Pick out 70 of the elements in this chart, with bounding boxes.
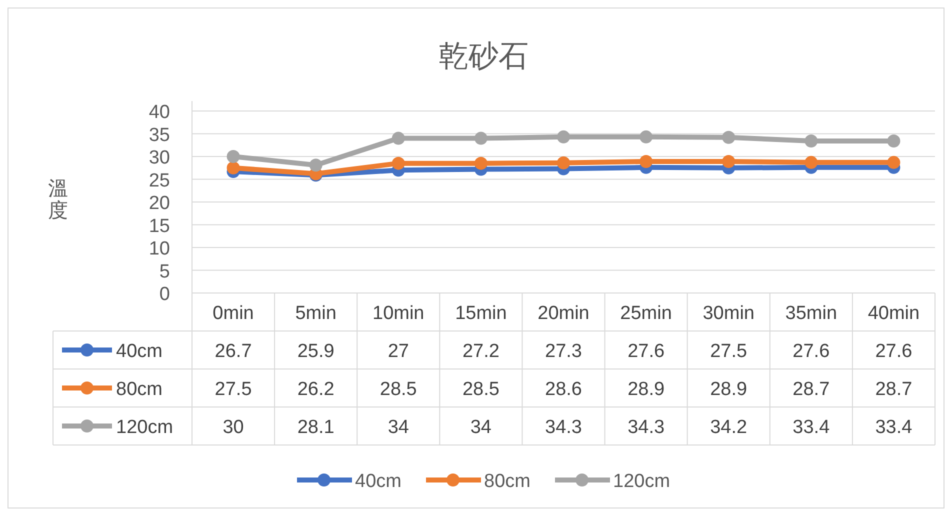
point	[309, 158, 322, 172]
x-tick-label: 20min	[538, 303, 590, 324]
data-label: 28.9	[628, 379, 665, 400]
data-label: 27.5	[214, 379, 252, 400]
data-label: 28.5	[380, 379, 417, 400]
data-label: 27.6	[792, 341, 830, 362]
point	[722, 130, 736, 144]
y-axis-title: 溫度	[48, 178, 68, 222]
data-label: 27	[388, 341, 409, 362]
legend-label: 40cm	[116, 341, 162, 362]
x-tick-label: 5min	[295, 303, 336, 324]
point	[640, 130, 653, 144]
data-label: 30	[222, 417, 244, 438]
legend-label: 80cm	[116, 379, 162, 400]
point	[392, 156, 405, 170]
data-label: 27.5	[710, 341, 748, 362]
data-label: 27.6	[875, 341, 912, 362]
x-tick-label: 35min	[785, 303, 838, 324]
point	[392, 132, 405, 145]
data-label: 27.6	[628, 341, 665, 362]
point	[887, 134, 900, 148]
data-label: 28.6	[545, 379, 582, 400]
y-tick-label: 35	[148, 124, 170, 146]
x-tick-label: 30min	[702, 303, 754, 324]
y-tick-label: 15	[148, 216, 170, 237]
y-tick-label: 20	[148, 193, 170, 214]
data-label: 26.7	[214, 341, 252, 362]
point	[474, 156, 488, 170]
data-label: 25.9	[297, 341, 334, 362]
data-label: 34	[388, 417, 410, 438]
data-label: 28.7	[875, 379, 912, 400]
y-tick-label: 40	[148, 102, 170, 123]
point	[887, 156, 900, 169]
point	[722, 155, 736, 168]
text: 120cm	[613, 471, 670, 492]
data-label: 33.4	[875, 417, 913, 438]
data-label: 27.2	[462, 341, 500, 362]
point	[474, 132, 488, 145]
x-tick-label: 0min	[212, 303, 254, 324]
y-tick-label: 5	[159, 261, 170, 282]
y-tick-label: 30	[148, 148, 170, 168]
data-label: 27.3	[545, 341, 582, 362]
point	[557, 156, 570, 170]
data-label: 34.2	[710, 417, 748, 438]
x-tick-label: 25min	[620, 303, 672, 324]
data-label: 33.4	[792, 417, 830, 438]
y-tick-label: 10	[148, 238, 170, 260]
data-label: 26.2	[297, 379, 334, 400]
text: 80cm	[484, 471, 530, 492]
legend-label: 120cm	[116, 417, 174, 438]
chart-title: 乾砂石	[438, 40, 528, 73]
text: 40cm	[355, 471, 402, 492]
data-label: 28.5	[462, 379, 500, 400]
point	[804, 134, 818, 148]
data-label: 28.1	[297, 417, 334, 438]
point	[640, 155, 653, 168]
point	[226, 150, 240, 163]
data-label: 28.7	[792, 379, 830, 400]
data-label: 28.9	[710, 379, 748, 400]
y-tick-label: 0	[159, 284, 170, 305]
x-tick-label: 15min	[455, 303, 507, 324]
point	[226, 161, 240, 174]
data-label: 34	[470, 417, 492, 438]
data-label: 34.3	[628, 417, 665, 438]
x-tick-label: 40min	[868, 303, 920, 324]
point	[557, 130, 570, 144]
point	[804, 156, 818, 169]
x-tick-label: 10min	[372, 303, 424, 324]
y-tick-label: 25	[148, 170, 170, 192]
data-label: 34.3	[545, 417, 582, 438]
